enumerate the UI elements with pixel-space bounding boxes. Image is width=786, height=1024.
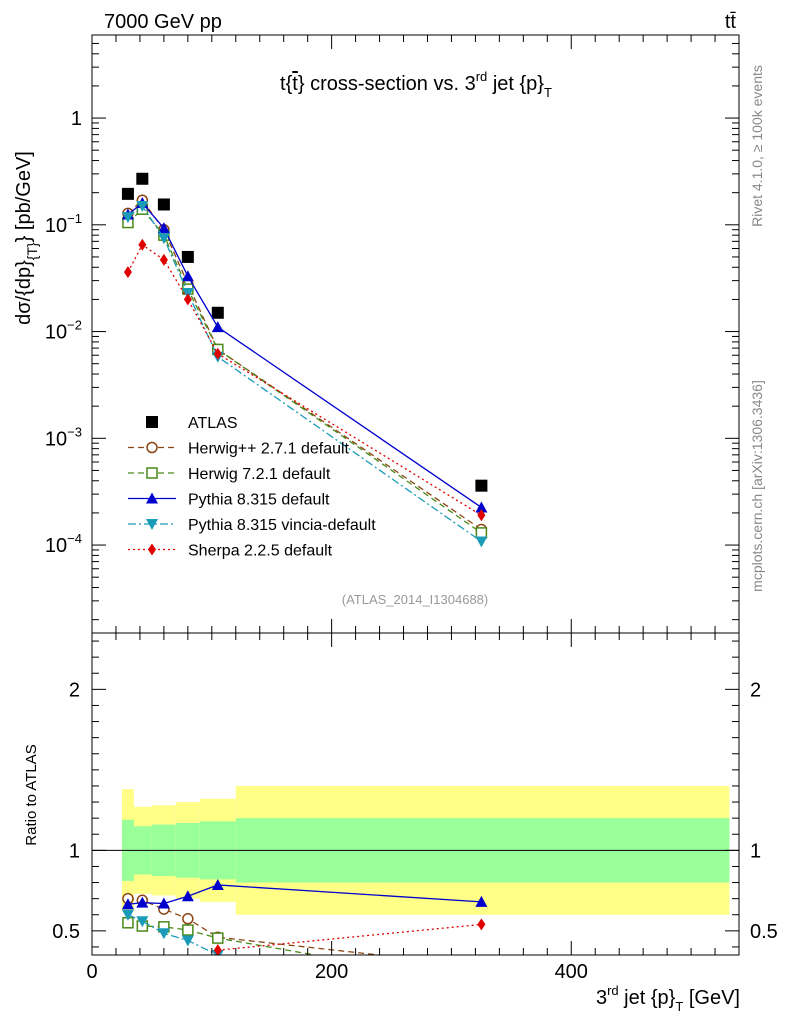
main-data-point [136,172,149,185]
ratio-data-point [475,895,488,907]
ratio-data-point [157,928,170,940]
x-tick-label: 400 [555,961,588,983]
main-data-point [136,201,149,213]
ratio-axis-ticks: 0.5 0.5 1 1 2 2 0 200 400 [52,633,778,983]
header-energy-label: 7000 GeV pp [104,11,222,33]
legend-entry-label: Pythia 8.315 vincia-default [188,517,376,534]
watermark-analysis-id: (ATLAS_2014_I1304688) [342,592,488,607]
ratio-y-tick-label-left: 2 [69,679,80,701]
ratio-y-tick-label-left: 1 [69,840,80,862]
legend-marker [148,543,156,556]
main-data-point [181,270,194,282]
ratio-y-tick-label-right: 2 [750,679,761,701]
main-data-point [121,212,134,224]
main-series-line [127,208,482,534]
main-panel: 1 10−1 10−2 10−3 10−4 t{t} cross-section vs.… [13,34,740,634]
ratio-data-point [136,916,149,928]
ratio-data-point [213,944,222,955]
main-y-axis-label: dσ/{dp}{T}} [pb/GeV] [13,151,40,325]
main-data-point [477,509,486,522]
ratio-data-point [121,898,134,910]
main-data-point [157,233,170,245]
main-y-tick-label: 10−1 [45,211,82,237]
main-data-point [157,198,170,211]
ratio-data-point [136,896,149,908]
header-process-label: tt̄ [725,11,737,33]
legend-marker [146,492,158,504]
ratio-y-tick-label-right: 1 [750,840,761,862]
main-data-point [183,293,192,306]
ratio-panel: 0.5 0.5 1 1 2 2 0 200 400 Ratio to ATLAS 3rd jet… [23,632,778,1014]
ratio-data-point [475,958,487,969]
main-y-tick-label: 10−4 [45,531,82,557]
ratio-data-point [181,935,194,947]
main-series-line [127,243,482,516]
ratio-data-point [211,878,224,890]
main-data-point [121,187,134,200]
main-title: t{t} cross-section vs. 3rd jet {p}T [280,69,552,100]
legend: ATLAS Herwig++ 2.7.1 default Herwig 7.2.1 … [128,415,376,560]
main-y-tick-label: 1 [71,108,82,130]
ratio-data-point [121,909,134,921]
mcplots-label: mcplots.cern.ch [arXiv:1306.3436] [749,380,765,592]
main-data-point [211,306,224,319]
legend-marker [146,416,158,428]
ratio-y-axis-label: Ratio to ATLAS [23,744,40,845]
main-y-tick-label: 10−3 [45,424,82,450]
ratio-data-point [477,918,486,931]
legend-marker [146,467,158,479]
ratio-data-point [476,961,486,971]
legend-entry-label: ATLAS [188,415,238,432]
main-data-point [475,536,488,548]
x-axis-label: 3rd jet {p}T [GeV] [596,983,740,1014]
ratio-plot-frame [91,632,740,956]
main-data-point [475,501,488,513]
ratio-y-tick-label-left: 0.5 [52,921,80,943]
ratio-data-point [182,924,194,936]
ratio-series-group [121,878,488,989]
x-tick-label: 0 [86,961,97,983]
rivet-version-label: Rivet 4.1.0, ≥ 100k events [749,65,765,227]
legend-marker [146,519,158,530]
ratio-series-line [127,914,240,955]
main-data-point [213,347,222,360]
ratio-series-line [127,922,319,955]
legend-entry-label: Pythia 8.315 default [188,492,330,509]
main-y-tick-label: 10−2 [45,318,82,344]
main-series-group [121,172,488,548]
main-series-line [127,205,482,543]
main-axis-ticks: 1 10−1 10−2 10−3 10−4 [45,34,740,633]
main-data-point [138,238,147,251]
ratio-data-point [181,890,194,902]
x-tick-label: 200 [315,961,348,983]
legend-entry-label: Herwig++ 2.7.1 default [188,441,350,458]
main-data-point [475,479,488,492]
main-data-point [123,266,132,279]
ratio-series-line [217,923,482,951]
ratio-data-point [212,932,224,944]
main-data-point [475,527,488,539]
legend-entry-label: Herwig 7.2.1 default [188,466,331,483]
ratio-data-point [157,897,170,909]
main-data-point [157,222,170,234]
main-data-point [211,321,224,333]
main-data-point [181,250,194,263]
legend-entry-label: Sherpa 2.2.5 default [188,543,333,560]
ratio-data-point [182,913,194,925]
ratio-data-point [476,979,486,989]
ratio-y-tick-label-right: 0.5 [750,921,778,943]
main-data-point [159,253,168,266]
legend-marker [146,441,158,454]
main-series-line [127,202,482,508]
